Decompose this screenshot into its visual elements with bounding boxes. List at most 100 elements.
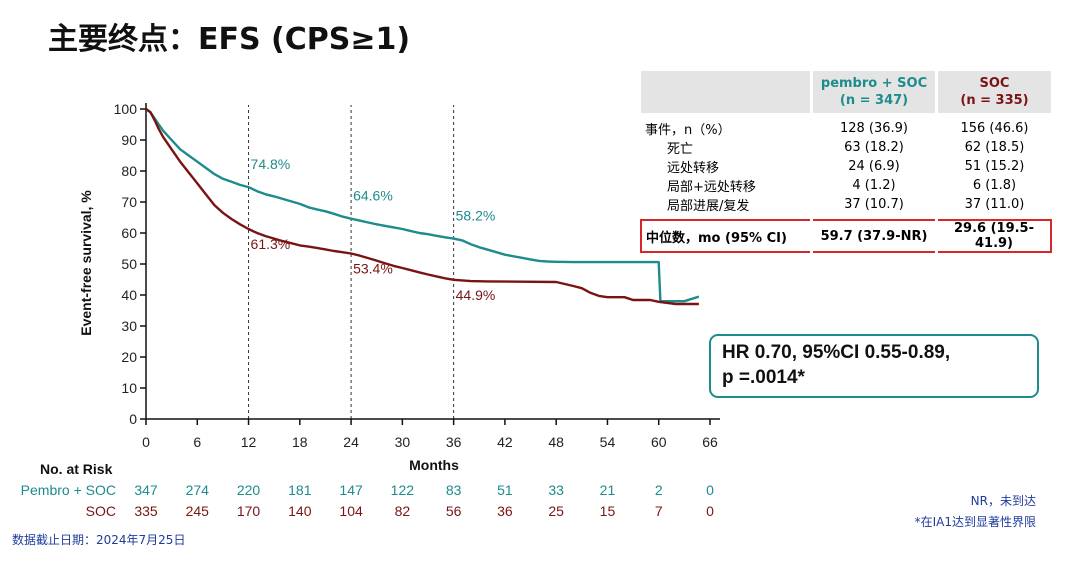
- x-tick-label: 6: [193, 434, 201, 450]
- curve-pembro-soc: [145, 108, 700, 303]
- at-risk-value: 140: [288, 503, 312, 519]
- x-tick-label: 42: [497, 434, 513, 450]
- at-risk-label: Pembro + SOC: [21, 482, 116, 498]
- at-risk-value: 36: [497, 503, 513, 519]
- soc-arm-n: (n = 335): [960, 93, 1029, 108]
- x-tick-label: 0: [142, 434, 150, 450]
- row-label-local-distant: 局部+远处转移: [667, 180, 756, 195]
- y-tick-label: 50: [121, 256, 137, 272]
- survival-curves: [145, 108, 700, 306]
- footnote-ia1: *在IA1达到显著性界限: [914, 515, 1036, 529]
- y-tick-label: 0: [129, 411, 137, 427]
- pembro-arm-label: pembro + SOC: [820, 76, 928, 91]
- footnote-nr: NR，未到达: [970, 494, 1036, 508]
- y-tick-label: 40: [121, 287, 137, 303]
- x-tick-label: 12: [241, 434, 257, 450]
- curve-soc: [145, 108, 699, 306]
- y-tick-label: 90: [121, 132, 137, 148]
- at-risk-value: 25: [548, 503, 564, 519]
- milestone-label: 53.4%: [353, 260, 393, 276]
- cell-soc: 62 (18.5): [935, 138, 1051, 157]
- at-risk-value: 347: [134, 482, 158, 498]
- table-row: 局部+远处转移 4 (1.2) 6 (1.8): [641, 176, 1051, 195]
- cell-soc: 156 (46.6): [935, 119, 1051, 138]
- p-value-text: p =.0014*: [722, 367, 805, 388]
- y-tick-label: 20: [121, 349, 137, 365]
- at-risk-value: 56: [446, 503, 462, 519]
- cell-pembro-median: 59.7 (37.9-NR): [810, 219, 937, 253]
- cell-pembro: 128 (36.9): [810, 119, 937, 138]
- pembro-arm-n: (n = 347): [839, 93, 909, 108]
- at-risk-value: 147: [339, 482, 363, 498]
- at-risk-value: 181: [288, 482, 312, 498]
- x-tick-label: 30: [395, 434, 411, 450]
- at-risk-table: Pembro + SOC 347 274 220 181 147 122 83 51 33 21 2 0…: [21, 482, 714, 519]
- milestone-label: 61.3%: [251, 236, 291, 252]
- cell-soc: 6 (1.8): [935, 176, 1051, 195]
- at-risk-value: 21: [600, 482, 616, 498]
- table-header-soc: SOC (n = 335): [935, 71, 1051, 113]
- x-tick-label: 54: [600, 434, 616, 450]
- at-risk-value: 15: [600, 503, 616, 519]
- at-risk-value: 335: [134, 503, 158, 519]
- at-risk-value: 220: [237, 482, 261, 498]
- cell-pembro: 24 (6.9): [810, 157, 937, 176]
- milestone-label: 74.8%: [251, 156, 291, 172]
- row-label-local-progression: 局部进展/复发: [667, 199, 750, 214]
- table-header-pembro: pembro + SOC (n = 347): [810, 71, 937, 113]
- reference-lines: [248, 105, 455, 419]
- at-risk-value: 122: [391, 482, 415, 498]
- y-tick-label: 10: [121, 380, 137, 396]
- at-risk-value: 170: [237, 503, 261, 519]
- at-risk-value: 82: [395, 503, 411, 519]
- row-label-distant-metastasis: 远处转移: [667, 161, 720, 176]
- x-tick-label: 60: [651, 434, 667, 450]
- at-risk-value: 0: [706, 482, 714, 498]
- row-label-events: 事件，n（%）: [645, 123, 731, 138]
- milestone-label: 58.2%: [456, 208, 496, 224]
- at-risk-value: 83: [446, 482, 462, 498]
- table-row: 事件，n（%） 128 (36.9) 156 (46.6): [641, 119, 1051, 138]
- y-tick-label: 100: [114, 101, 138, 117]
- y-tick-label: 30: [121, 318, 137, 334]
- footnotes: NR，未到达 *在IA1达到显著性界限: [915, 491, 1036, 533]
- at-risk-value: 104: [339, 503, 363, 519]
- milestone-label: 64.6%: [353, 188, 393, 204]
- summary-table: pembro + SOC (n = 347) SOC (n = 335) 事件，n（…: [640, 71, 1052, 253]
- hazard-ratio-box: HR 0.70, 95%CI 0.55-0.89, p =.0014*: [709, 334, 1039, 398]
- cell-soc-median: 29.6 (19.5-41.9): [935, 219, 1052, 253]
- at-risk-value: 245: [186, 503, 210, 519]
- table-row: 局部进展/复发 37 (10.7) 37 (11.0): [641, 195, 1051, 214]
- table-row: 死亡 63 (18.2) 62 (18.5): [641, 138, 1051, 157]
- table-header-blank: [641, 71, 812, 113]
- x-tick-label: 36: [446, 434, 462, 450]
- at-risk-value: 274: [186, 482, 210, 498]
- slide-title: 主要终点：EFS (CPS≥1): [48, 22, 411, 57]
- y-tick-label: 60: [121, 225, 137, 241]
- row-label-death: 死亡: [667, 142, 694, 157]
- at-risk-value: 2: [655, 482, 663, 498]
- at-risk-value: 51: [497, 482, 513, 498]
- at-risk-value: 33: [548, 482, 564, 498]
- x-tick-label: 24: [343, 434, 359, 450]
- milestone-labels: 74.8% 64.6% 58.2% 61.3% 53.4% 44.9%: [251, 156, 496, 303]
- cell-pembro: 4 (1.2): [810, 176, 937, 195]
- cell-pembro: 63 (18.2): [810, 138, 937, 157]
- hazard-ratio-text: HR 0.70, 95%CI 0.55-0.89,: [722, 342, 951, 363]
- at-risk-label: SOC: [86, 503, 116, 519]
- x-tick-label: 18: [292, 434, 308, 450]
- x-tick-label: 66: [702, 434, 718, 450]
- cell-soc: 51 (15.2): [935, 157, 1051, 176]
- cell-soc: 37 (11.0): [935, 195, 1051, 214]
- at-risk-value: 7: [655, 503, 663, 519]
- y-tick-label: 80: [121, 163, 137, 179]
- row-label-median: 中位数，mo (95% CI): [640, 219, 812, 253]
- chart-axes: 0 10 20 30 40 50 60 70 80 90 100 0 6 12 18 24 30 36 42 48 54…: [114, 101, 720, 450]
- at-risk-value: 0: [706, 503, 714, 519]
- median-row: 中位数，mo (95% CI) 59.7 (37.9-NR) 29.6 (19.…: [640, 219, 1052, 253]
- x-axis-title: Months: [409, 457, 459, 473]
- milestone-label: 44.9%: [456, 287, 496, 303]
- x-tick-label: 48: [548, 434, 564, 450]
- cell-pembro: 37 (10.7): [810, 195, 937, 214]
